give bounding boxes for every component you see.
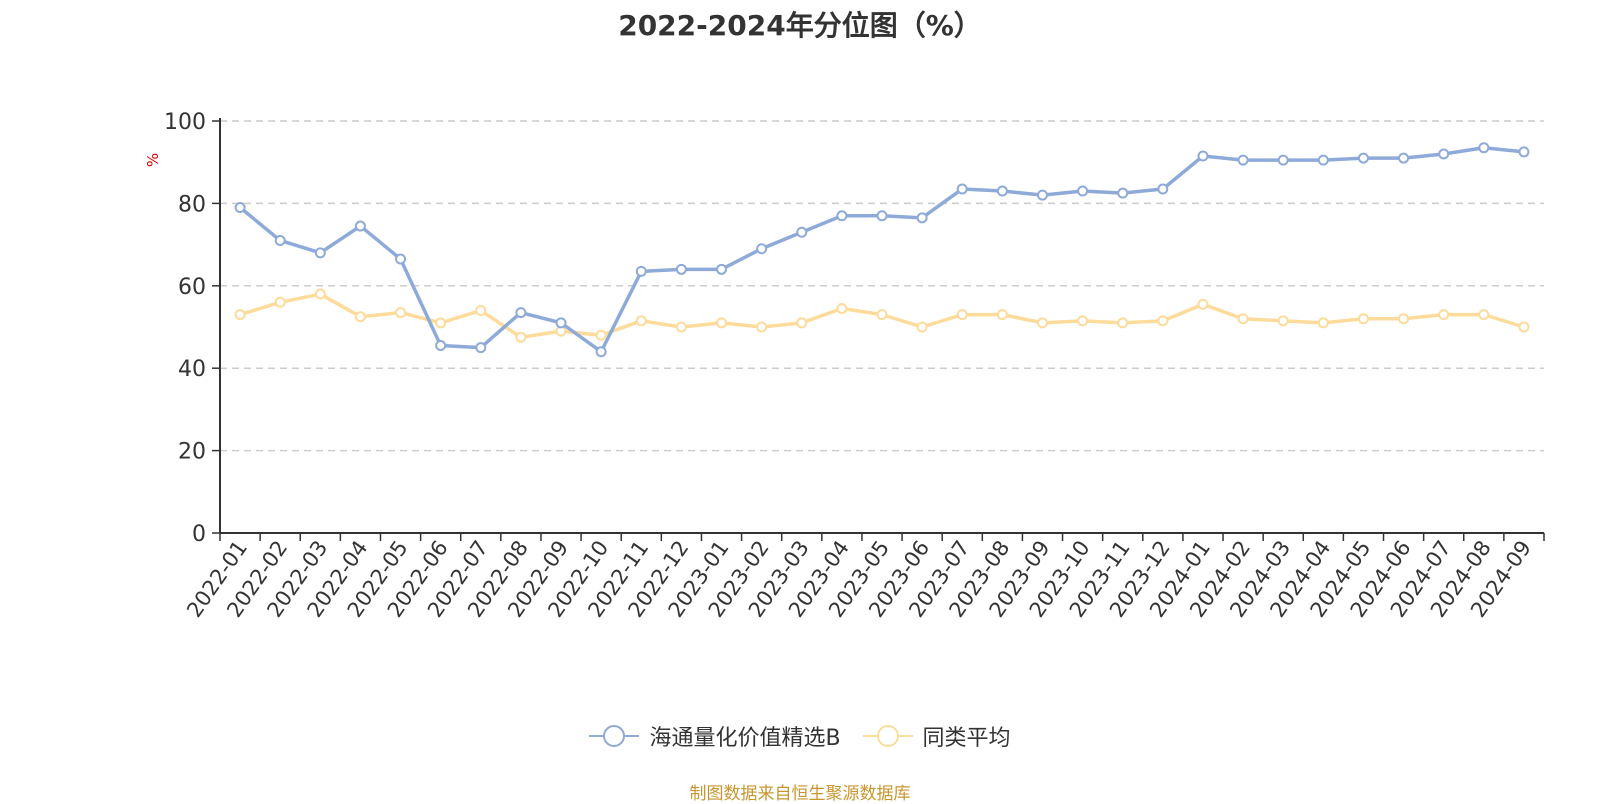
data-point[interactable] xyxy=(234,309,246,321)
data-point[interactable] xyxy=(1398,152,1410,164)
data-point[interactable] xyxy=(1317,317,1329,329)
series-1 xyxy=(234,142,1530,358)
data-point[interactable] xyxy=(395,307,407,319)
data-point[interactable] xyxy=(475,342,487,354)
data-point[interactable] xyxy=(756,321,768,333)
data-point[interactable] xyxy=(796,226,808,238)
data-point[interactable] xyxy=(1398,313,1410,325)
data-point[interactable] xyxy=(354,220,366,232)
data-point[interactable] xyxy=(1478,309,1490,321)
y-tick-label: 20 xyxy=(178,440,206,465)
data-point[interactable] xyxy=(1237,313,1249,325)
data-point[interactable] xyxy=(796,317,808,329)
data-point[interactable] xyxy=(716,263,728,275)
grid-lines xyxy=(220,120,1544,452)
data-point[interactable] xyxy=(916,321,928,333)
y-tick-label: 0 xyxy=(192,522,206,547)
data-point[interactable] xyxy=(274,234,286,246)
legend-item-series-1[interactable]: 海通量化价值精选B xyxy=(589,720,841,752)
axes: 0204060801002022-012022-022022-032022-04… xyxy=(164,110,1545,622)
data-point[interactable] xyxy=(1117,317,1129,329)
data-point[interactable] xyxy=(314,288,326,300)
series-2 xyxy=(234,288,1530,343)
data-point[interactable] xyxy=(1317,154,1329,166)
data-point[interactable] xyxy=(1518,321,1530,333)
series-lines xyxy=(234,142,1530,358)
chart-title: 2022-2024年分位图（%） xyxy=(618,9,982,42)
data-point[interactable] xyxy=(876,210,888,222)
data-point[interactable] xyxy=(1438,148,1450,160)
data-point[interactable] xyxy=(1237,154,1249,166)
data-point[interactable] xyxy=(1357,313,1369,325)
data-point[interactable] xyxy=(314,247,326,259)
data-point[interactable] xyxy=(635,265,647,277)
data-point[interactable] xyxy=(675,321,687,333)
data-point[interactable] xyxy=(836,210,848,222)
data-point[interactable] xyxy=(1478,142,1490,154)
data-point[interactable] xyxy=(555,317,567,329)
data-point[interactable] xyxy=(1157,183,1169,195)
data-point[interactable] xyxy=(1197,298,1209,310)
data-point[interactable] xyxy=(274,296,286,308)
data-point[interactable] xyxy=(716,317,728,329)
data-point[interactable] xyxy=(1518,146,1530,158)
data-point[interactable] xyxy=(395,253,407,265)
data-point[interactable] xyxy=(635,315,647,327)
data-point[interactable] xyxy=(1077,315,1089,327)
data-point[interactable] xyxy=(1277,315,1289,327)
data-point[interactable] xyxy=(956,183,968,195)
data-point[interactable] xyxy=(435,340,447,352)
y-tick-label: 80 xyxy=(178,192,206,217)
legend-label-series-2: 同类平均 xyxy=(922,726,1011,751)
data-point[interactable] xyxy=(1277,154,1289,166)
data-point[interactable] xyxy=(876,309,888,321)
data-point[interactable] xyxy=(1438,309,1450,321)
data-point[interactable] xyxy=(1036,317,1048,329)
data-point[interactable] xyxy=(916,212,928,224)
data-point[interactable] xyxy=(595,329,607,341)
data-point[interactable] xyxy=(435,317,447,329)
data-point[interactable] xyxy=(595,346,607,358)
source-note: 制图数据来自恒生聚源数据库 xyxy=(689,784,911,804)
data-point[interactable] xyxy=(1036,189,1048,201)
y-tick-label: 100 xyxy=(164,110,206,135)
legend-item-series-2[interactable]: 同类平均 xyxy=(862,720,1011,752)
data-point[interactable] xyxy=(354,311,366,323)
data-point[interactable] xyxy=(475,305,487,317)
data-point[interactable] xyxy=(1157,315,1169,327)
legend-marker-series-2 xyxy=(862,725,913,747)
data-point[interactable] xyxy=(675,263,687,275)
data-point[interactable] xyxy=(756,243,768,255)
y-tick-label: 40 xyxy=(178,357,206,382)
data-point[interactable] xyxy=(1357,152,1369,164)
legend-label-series-1: 海通量化价值精选B xyxy=(649,726,841,751)
data-point[interactable] xyxy=(1077,185,1089,197)
data-point[interactable] xyxy=(996,185,1008,197)
legend-marker-series-1 xyxy=(589,725,640,747)
data-point[interactable] xyxy=(515,307,527,319)
y-axis-label: % xyxy=(144,153,162,167)
data-point[interactable] xyxy=(234,202,246,214)
data-point[interactable] xyxy=(515,331,527,343)
y-tick-label: 60 xyxy=(178,275,206,300)
data-point[interactable] xyxy=(996,309,1008,321)
data-point[interactable] xyxy=(1197,150,1209,162)
data-point[interactable] xyxy=(956,309,968,321)
legend: 海通量化价值精选B 同类平均 xyxy=(0,720,1600,752)
data-point[interactable] xyxy=(1117,187,1129,199)
data-point[interactable] xyxy=(836,302,848,314)
